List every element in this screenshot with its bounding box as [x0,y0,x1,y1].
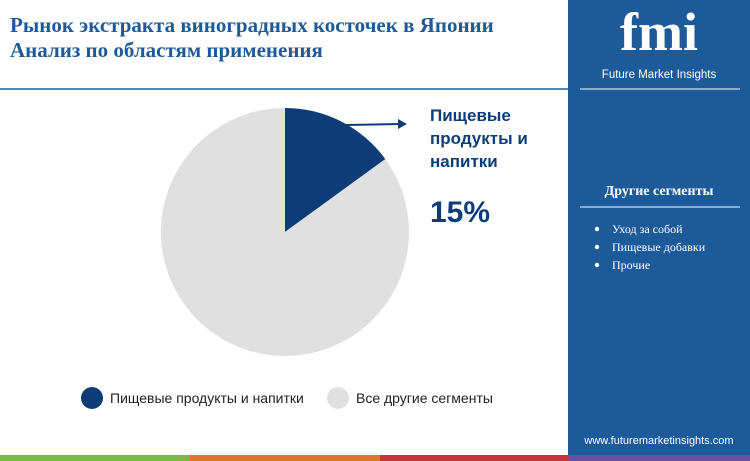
stripe [570,455,750,461]
sidebar-item: Пищевые добавки [612,240,706,254]
callout-label: Пищевые продукты и напитки [430,106,528,171]
legend-label: Пищевые продукты и напитки [110,390,304,406]
chart-title: Рынок экстракта виноградных косточек в Я… [10,13,494,37]
legend-swatch [327,387,349,409]
stripe [190,455,380,461]
chart-subtitle: Анализ по областям применения [10,38,323,62]
bullet [594,244,600,250]
sidebar-heading: Другие сегменты [605,184,714,199]
bullet [594,262,600,268]
arrow-head [398,119,407,129]
logo: fmi [620,2,698,62]
brand: Future Market Insights [602,69,717,81]
legend-label: Все другие сегменты [356,390,493,406]
pie-slice [161,107,409,356]
stripe [0,455,190,461]
bullet [594,226,600,232]
sidebar-item: Уход за собой [612,222,683,236]
stripe [380,455,570,461]
pie-slice [285,108,386,232]
url: www.futuremarketinsights.com [583,435,733,447]
legend-swatch [81,387,103,409]
callout-arrow [344,123,401,126]
value-label: 15% [430,196,490,229]
sidebar-item: Прочие [612,258,650,272]
